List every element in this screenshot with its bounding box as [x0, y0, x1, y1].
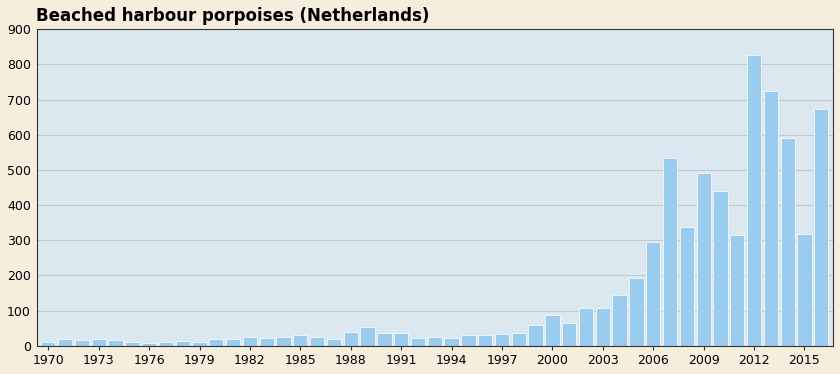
Bar [344, 332, 358, 346]
Bar [192, 341, 207, 346]
Bar [444, 338, 459, 346]
Bar [293, 335, 307, 346]
Bar [41, 341, 55, 346]
Bar [528, 325, 543, 346]
Bar [663, 158, 677, 346]
Bar [428, 337, 442, 346]
Bar [108, 340, 123, 346]
Bar [747, 55, 761, 346]
Bar [159, 341, 173, 346]
Bar [612, 295, 627, 346]
Bar [310, 337, 324, 346]
Bar [209, 339, 223, 346]
Bar [377, 333, 391, 346]
Bar [260, 338, 274, 346]
Bar [360, 328, 375, 346]
Bar [646, 242, 660, 346]
Bar [696, 173, 711, 346]
Bar [730, 235, 744, 346]
Bar [562, 323, 576, 346]
Bar [797, 234, 811, 346]
Bar [226, 339, 240, 346]
Bar [327, 339, 341, 346]
Bar [92, 339, 106, 346]
Bar [545, 315, 559, 346]
Bar [596, 308, 610, 346]
Bar [58, 339, 72, 346]
Bar [411, 338, 425, 346]
Bar [176, 341, 190, 346]
Bar [579, 308, 593, 346]
Bar [764, 91, 778, 346]
Bar [142, 343, 156, 346]
Bar [243, 337, 257, 346]
Bar [814, 110, 828, 346]
Bar [495, 334, 509, 346]
Bar [75, 340, 89, 346]
Bar [780, 138, 795, 346]
Bar [125, 342, 139, 346]
Bar [713, 191, 727, 346]
Bar [461, 335, 475, 346]
Bar [680, 227, 694, 346]
Bar [629, 278, 643, 346]
Bar [276, 337, 291, 346]
Bar [478, 335, 492, 346]
Bar [512, 333, 526, 346]
Text: Beached harbour porpoises (Netherlands): Beached harbour porpoises (Netherlands) [36, 7, 430, 25]
Bar [394, 333, 408, 346]
